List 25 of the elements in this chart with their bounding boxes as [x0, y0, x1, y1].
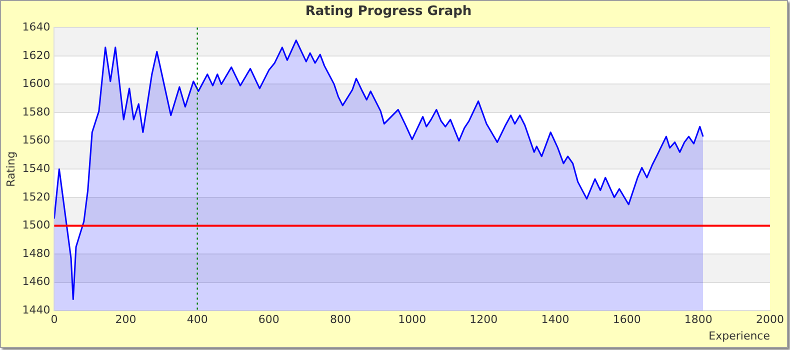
- x-tick-label: 2000: [756, 313, 784, 326]
- y-tick-label: 1500: [22, 218, 50, 232]
- y-tick-label: 1600: [22, 77, 50, 90]
- x-tick-label: 800: [330, 313, 352, 326]
- chart-title: Rating Progress Graph: [305, 4, 472, 20]
- y-axis-title: Rating: [4, 151, 18, 187]
- y-tick-label: 1540: [22, 162, 50, 175]
- y-tick-label: 1560: [22, 134, 50, 147]
- y-tick-label: 1520: [22, 190, 50, 204]
- y-tick-label: 1480: [22, 246, 50, 260]
- y-tick-label: 1440: [22, 303, 50, 316]
- y-tick-label: 1620: [22, 48, 50, 62]
- x-tick-label: 400: [186, 313, 208, 326]
- x-axis-title: Experience: [708, 329, 770, 342]
- x-tick-label: 200: [115, 313, 136, 326]
- x-tick-label: 600: [258, 313, 280, 326]
- y-tick-label: 1460: [22, 275, 50, 288]
- x-tick-label: 1400: [541, 313, 570, 326]
- x-tick-label: 0: [50, 313, 58, 326]
- x-tick-label: 1200: [470, 313, 498, 326]
- x-tick-label: 1600: [612, 313, 641, 326]
- x-tick-label: 1800: [684, 313, 712, 326]
- x-tick-label: 1000: [398, 313, 426, 326]
- y-tick-label: 1580: [22, 105, 50, 118]
- y-tick-label: 1640: [22, 20, 50, 34]
